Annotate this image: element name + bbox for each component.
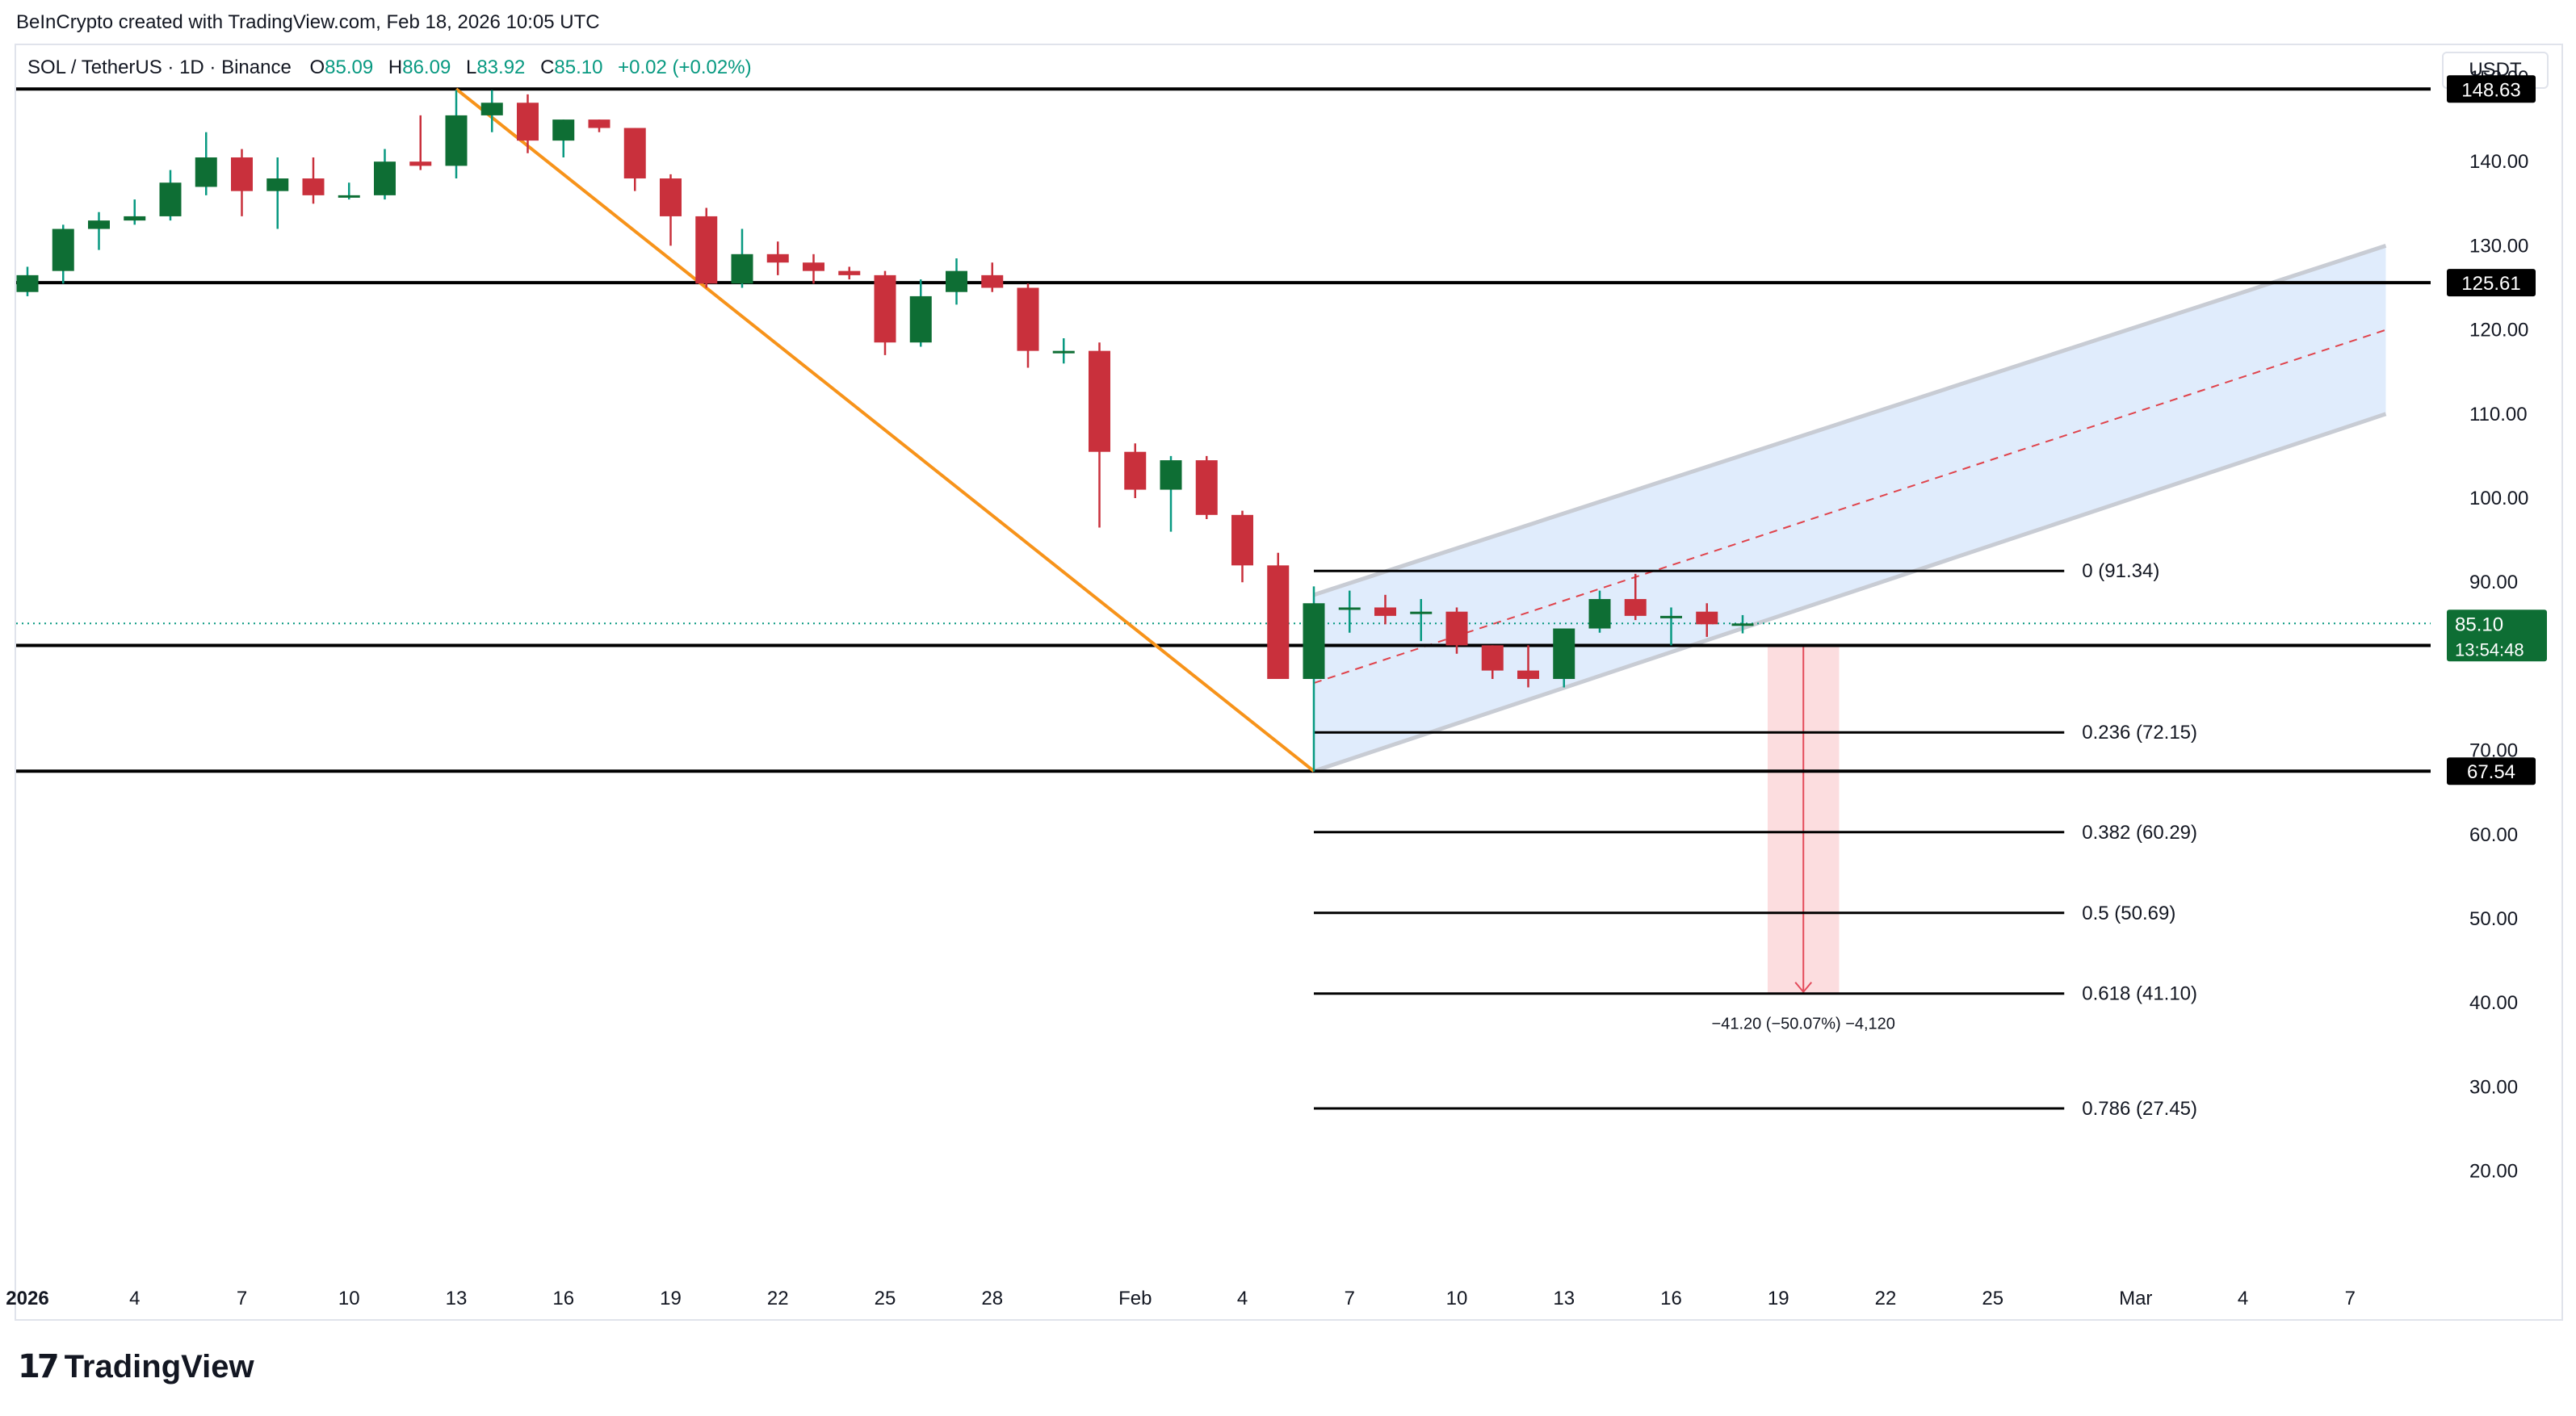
tradingview-wordmark: TradingView [64,1348,254,1385]
ohlc-high: H86.09 [388,57,451,78]
chart-frame [15,44,2563,1321]
symbol-title[interactable]: SOL / TetherUS · 1D · Binance [27,57,292,78]
ohlc-close: C85.10 [540,57,603,78]
tradingview-logo-icon: 𝟭𝟳 [18,1348,60,1385]
currency-button[interactable]: USDT [2442,52,2549,89]
chart-credit: BeInCrypto created with TradingView.com,… [16,11,600,33]
symbol-legend: SOL / TetherUS · 1D · Binance O85.09 H86… [27,57,757,79]
tradingview-logo[interactable]: 𝟭𝟳 TradingView [18,1348,254,1385]
ohlc-low: L83.92 [465,57,526,78]
ohlc-open: O85.09 [309,57,374,78]
ohlc-change: +0.02 (+0.02%) [618,57,752,78]
